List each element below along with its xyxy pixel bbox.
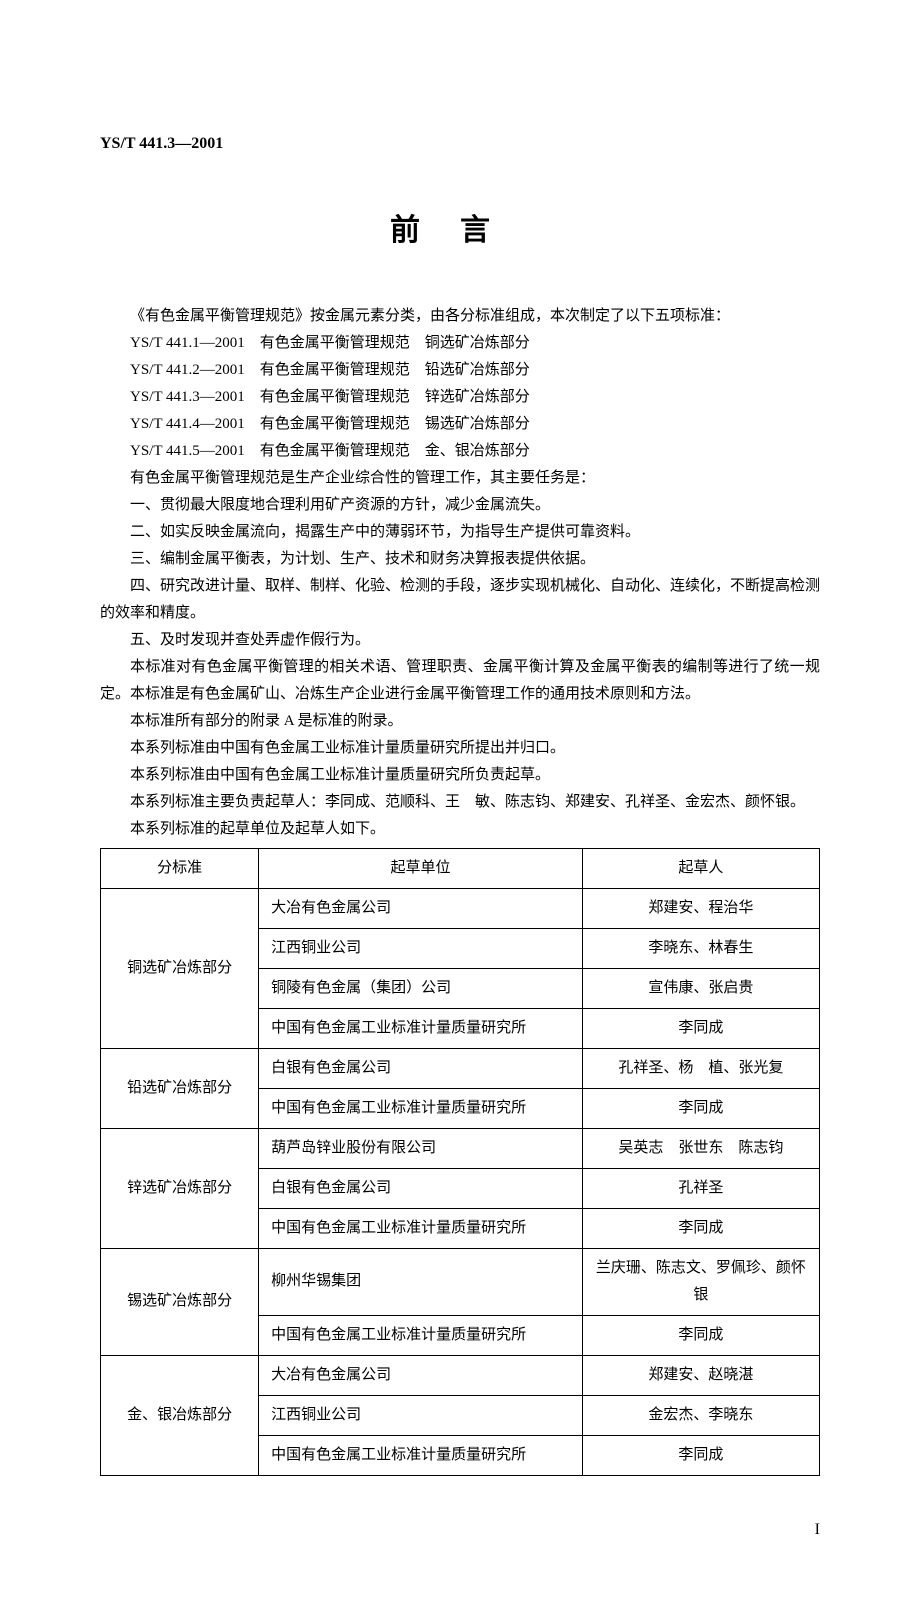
page-title: 前言 xyxy=(100,204,820,258)
body-paragraph: 本标准对有色金属平衡管理的相关术语、管理职责、金属平衡计算及金属平衡表的编制等进… xyxy=(100,654,820,708)
paragraphs-block: 有色金属平衡管理规范是生产企业综合性的管理工作，其主要任务是：一、贯彻最大限度地… xyxy=(100,465,820,843)
table-cell-author: 李同成 xyxy=(582,1008,819,1048)
table-cell-unit: 中国有色金属工业标准计量质量研究所 xyxy=(259,1008,583,1048)
table-cell-label: 铜选矿冶炼部分 xyxy=(101,888,259,1048)
table-cell-unit: 铜陵有色金属（集团）公司 xyxy=(259,968,583,1008)
body-paragraph: 五、及时发现并查处弄虚作假行为。 xyxy=(100,627,820,654)
table-cell-unit: 大冶有色金属公司 xyxy=(259,1355,583,1395)
table-cell-author: 李晓东、林春生 xyxy=(582,928,819,968)
table-cell-unit: 中国有色金属工业标准计量质量研究所 xyxy=(259,1208,583,1248)
table-cell-unit: 柳州华锡集团 xyxy=(259,1248,583,1315)
table-row: 铅选矿冶炼部分白银有色金属公司孔祥圣、杨 植、张光复 xyxy=(101,1048,820,1088)
table-cell-author: 吴英志 张世东 陈志钧 xyxy=(582,1128,819,1168)
table-body: 铜选矿冶炼部分大冶有色金属公司郑建安、程治华江西铜业公司李晓东、林春生铜陵有色金… xyxy=(101,888,820,1475)
body-paragraph: 本系列标准主要负责起草人：李同成、范顺科、王 敏、陈志钧、郑建安、孔祥圣、金宏杰… xyxy=(100,789,820,816)
table-cell-unit: 江西铜业公司 xyxy=(259,1395,583,1435)
table-header-cell: 分标准 xyxy=(101,848,259,888)
body-paragraph: 四、研究改进计量、取样、制样、化验、检测的手段，逐步实现机械化、自动化、连续化，… xyxy=(100,573,820,627)
table-cell-author: 李同成 xyxy=(582,1088,819,1128)
body-paragraph: 一、贯彻最大限度地合理利用矿产资源的方针，减少金属流失。 xyxy=(100,492,820,519)
standard-line: YS/T 441.4—2001 有色金属平衡管理规范 锡选矿冶炼部分 xyxy=(100,411,820,438)
table-row: 铜选矿冶炼部分大冶有色金属公司郑建安、程治华 xyxy=(101,888,820,928)
table-cell-author: 李同成 xyxy=(582,1435,819,1475)
drafting-table: 分标准 起草单位 起草人 铜选矿冶炼部分大冶有色金属公司郑建安、程治华江西铜业公… xyxy=(100,848,820,1476)
table-cell-author: 李同成 xyxy=(582,1208,819,1248)
table-cell-author: 宣伟康、张启贵 xyxy=(582,968,819,1008)
table-cell-label: 锌选矿冶炼部分 xyxy=(101,1128,259,1248)
table-header-cell: 起草单位 xyxy=(259,848,583,888)
table-cell-author: 郑建安、程治华 xyxy=(582,888,819,928)
table-cell-label: 铅选矿冶炼部分 xyxy=(101,1048,259,1128)
table-row: 金、银冶炼部分大冶有色金属公司郑建安、赵晓湛 xyxy=(101,1355,820,1395)
body-paragraph: 本系列标准由中国有色金属工业标准计量质量研究所提出并归口。 xyxy=(100,735,820,762)
table-cell-unit: 中国有色金属工业标准计量质量研究所 xyxy=(259,1315,583,1355)
table-cell-unit: 中国有色金属工业标准计量质量研究所 xyxy=(259,1435,583,1475)
table-cell-unit: 葫芦岛锌业股份有限公司 xyxy=(259,1128,583,1168)
table-cell-unit: 白银有色金属公司 xyxy=(259,1168,583,1208)
standard-line: YS/T 441.2—2001 有色金属平衡管理规范 铅选矿冶炼部分 xyxy=(100,357,820,384)
table-header-cell: 起草人 xyxy=(582,848,819,888)
table-row: 锡选矿冶炼部分柳州华锡集团兰庆珊、陈志文、罗佩珍、颜怀银 xyxy=(101,1248,820,1315)
standards-list: YS/T 441.1—2001 有色金属平衡管理规范 铜选矿冶炼部分YS/T 4… xyxy=(100,330,820,465)
table-cell-unit: 白银有色金属公司 xyxy=(259,1048,583,1088)
body-paragraph: 本系列标准的起草单位及起草人如下。 xyxy=(100,816,820,843)
body-paragraph: 本标准所有部分的附录 A 是标准的附录。 xyxy=(100,708,820,735)
standard-line: YS/T 441.5—2001 有色金属平衡管理规范 金、银冶炼部分 xyxy=(100,438,820,465)
table-cell-unit: 中国有色金属工业标准计量质量研究所 xyxy=(259,1088,583,1128)
page-number: I xyxy=(100,1516,820,1545)
table-cell-author: 郑建安、赵晓湛 xyxy=(582,1355,819,1395)
table-cell-unit: 大冶有色金属公司 xyxy=(259,888,583,928)
table-cell-unit: 江西铜业公司 xyxy=(259,928,583,968)
standard-line: YS/T 441.1—2001 有色金属平衡管理规范 铜选矿冶炼部分 xyxy=(100,330,820,357)
body-paragraph: 三、编制金属平衡表，为计划、生产、技术和财务决算报表提供依据。 xyxy=(100,546,820,573)
body-paragraph: 有色金属平衡管理规范是生产企业综合性的管理工作，其主要任务是： xyxy=(100,465,820,492)
table-cell-label: 金、银冶炼部分 xyxy=(101,1355,259,1475)
body-paragraph: 本系列标准由中国有色金属工业标准计量质量研究所负责起草。 xyxy=(100,762,820,789)
table-row: 锌选矿冶炼部分葫芦岛锌业股份有限公司吴英志 张世东 陈志钧 xyxy=(101,1128,820,1168)
table-cell-author: 李同成 xyxy=(582,1315,819,1355)
standard-line: YS/T 441.3—2001 有色金属平衡管理规范 锌选矿冶炼部分 xyxy=(100,384,820,411)
table-cell-author: 孔祥圣、杨 植、张光复 xyxy=(582,1048,819,1088)
table-cell-author: 金宏杰、李晓东 xyxy=(582,1395,819,1435)
table-cell-author: 兰庆珊、陈志文、罗佩珍、颜怀银 xyxy=(582,1248,819,1315)
body-paragraph: 二、如实反映金属流向，揭露生产中的薄弱环节，为指导生产提供可靠资料。 xyxy=(100,519,820,546)
intro-paragraph: 《有色金属平衡管理规范》按金属元素分类，由各分标准组成，本次制定了以下五项标准： xyxy=(100,303,820,330)
table-cell-author: 孔祥圣 xyxy=(582,1168,819,1208)
table-header-row: 分标准 起草单位 起草人 xyxy=(101,848,820,888)
document-number: YS/T 441.3—2001 xyxy=(100,130,820,159)
